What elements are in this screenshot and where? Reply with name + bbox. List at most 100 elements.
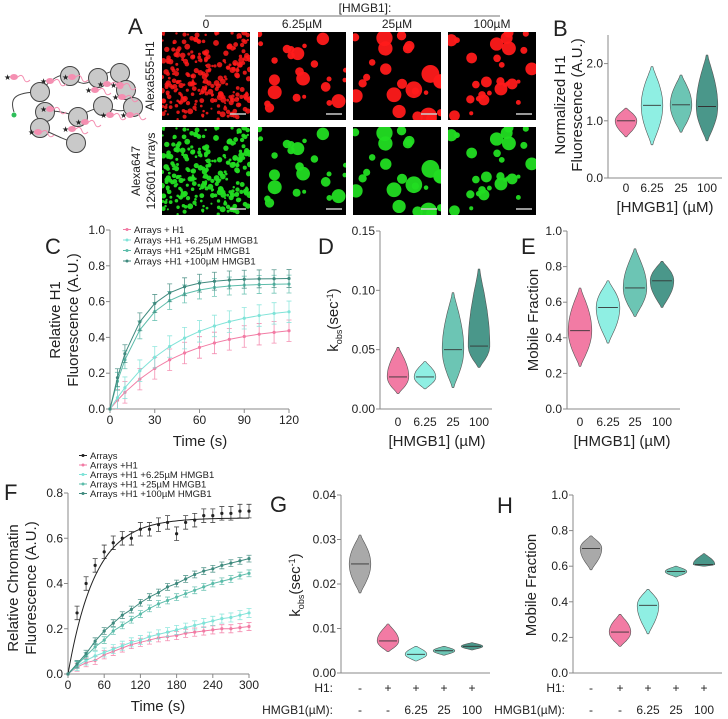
y-tick-label: 0.0 (551, 666, 568, 680)
x-tick-label: 300 (239, 678, 259, 692)
y-tick-label: 0.6 (545, 295, 562, 309)
droplet (386, 87, 402, 103)
droplet (210, 107, 213, 110)
data-point (165, 520, 170, 525)
alexa555-h1-star: ★ (120, 111, 127, 120)
droplet (326, 76, 332, 82)
h1-protein (118, 94, 126, 100)
droplet (238, 152, 245, 159)
data-point (212, 341, 217, 345)
droplet (233, 42, 239, 47)
violin (579, 535, 603, 571)
droplet (162, 87, 165, 94)
violin (404, 646, 428, 662)
micrograph-h1-2 (353, 32, 441, 120)
data-point (138, 369, 142, 373)
data-point (238, 509, 242, 513)
violin (608, 614, 632, 647)
droplet (226, 209, 230, 213)
droplet (453, 132, 460, 139)
data-point (108, 407, 112, 411)
data-point (193, 588, 197, 592)
droplet (162, 74, 165, 79)
droplet (162, 111, 166, 117)
panel-label-e: E (521, 234, 536, 259)
panel-label-a: A (128, 14, 143, 39)
droplet (219, 111, 226, 118)
droplet (243, 55, 250, 62)
droplet (197, 150, 202, 155)
droplet (392, 199, 406, 214)
data-point (197, 281, 202, 285)
nucleosome (93, 96, 113, 116)
series-0 (108, 319, 292, 411)
droplet (213, 159, 217, 163)
droplet (191, 181, 197, 187)
droplet (213, 40, 219, 46)
series-0 (66, 503, 252, 676)
y-tick-label: 0.04 (313, 488, 337, 502)
droplet (232, 186, 235, 189)
droplet (210, 202, 213, 205)
droplet (210, 94, 214, 97)
droplet (235, 86, 240, 90)
droplet (326, 195, 333, 201)
panel-d-kobs-violin: D 0.00 0.05 0.10 0.15 0 6.25 25 100 [HMGB1] (µM) k… (318, 224, 492, 450)
droplet (420, 202, 437, 215)
violin (649, 261, 675, 308)
droplet (172, 39, 177, 44)
droplet (231, 161, 236, 166)
droplet (168, 105, 173, 110)
droplet (173, 166, 180, 172)
droplet (172, 179, 178, 185)
data-point (202, 629, 206, 633)
droplet (185, 167, 190, 171)
data-point (211, 628, 215, 632)
droplet (380, 63, 392, 75)
droplet (292, 188, 301, 197)
droplet (522, 127, 529, 132)
droplet (172, 134, 177, 139)
droplet (204, 153, 208, 158)
data-point (229, 615, 233, 620)
droplet (200, 185, 205, 190)
legend-marker (125, 259, 129, 263)
droplet (181, 109, 186, 113)
droplet (162, 182, 165, 189)
droplet (173, 71, 180, 77)
droplet (202, 204, 205, 208)
droplet (210, 178, 215, 184)
y-axis-label: Mobile Fraction (525, 269, 542, 372)
droplet (206, 80, 212, 86)
y-axis-label: Relative H1 (47, 281, 64, 359)
droplet (187, 147, 191, 151)
droplet (197, 88, 201, 92)
droplet (189, 35, 195, 41)
x-axis-label: [HMGB1] (µM) (389, 433, 486, 450)
h1-tail (75, 126, 89, 135)
droplet (233, 62, 237, 66)
droplet (217, 170, 224, 176)
droplet (472, 80, 480, 89)
y-tick-label: 0.6 (88, 295, 105, 309)
h1-protein (68, 126, 76, 132)
droplet (213, 98, 218, 103)
series-4 (66, 554, 252, 676)
droplet (178, 91, 182, 96)
droplet (258, 41, 264, 47)
droplet (326, 171, 332, 177)
droplet (239, 182, 245, 187)
droplet (466, 190, 475, 199)
data-point (102, 650, 106, 655)
data-point (211, 619, 215, 623)
droplet (178, 195, 184, 200)
droplet (503, 32, 514, 38)
droplet (326, 100, 333, 106)
droplet (386, 182, 402, 198)
y-tick-label: 1.0 (586, 114, 603, 128)
data-point (168, 358, 172, 362)
droplet (179, 52, 186, 59)
hmgb1-condition: 25 (669, 703, 683, 717)
alexa555-h1-star: ★ (62, 73, 69, 82)
droplet (216, 205, 221, 210)
